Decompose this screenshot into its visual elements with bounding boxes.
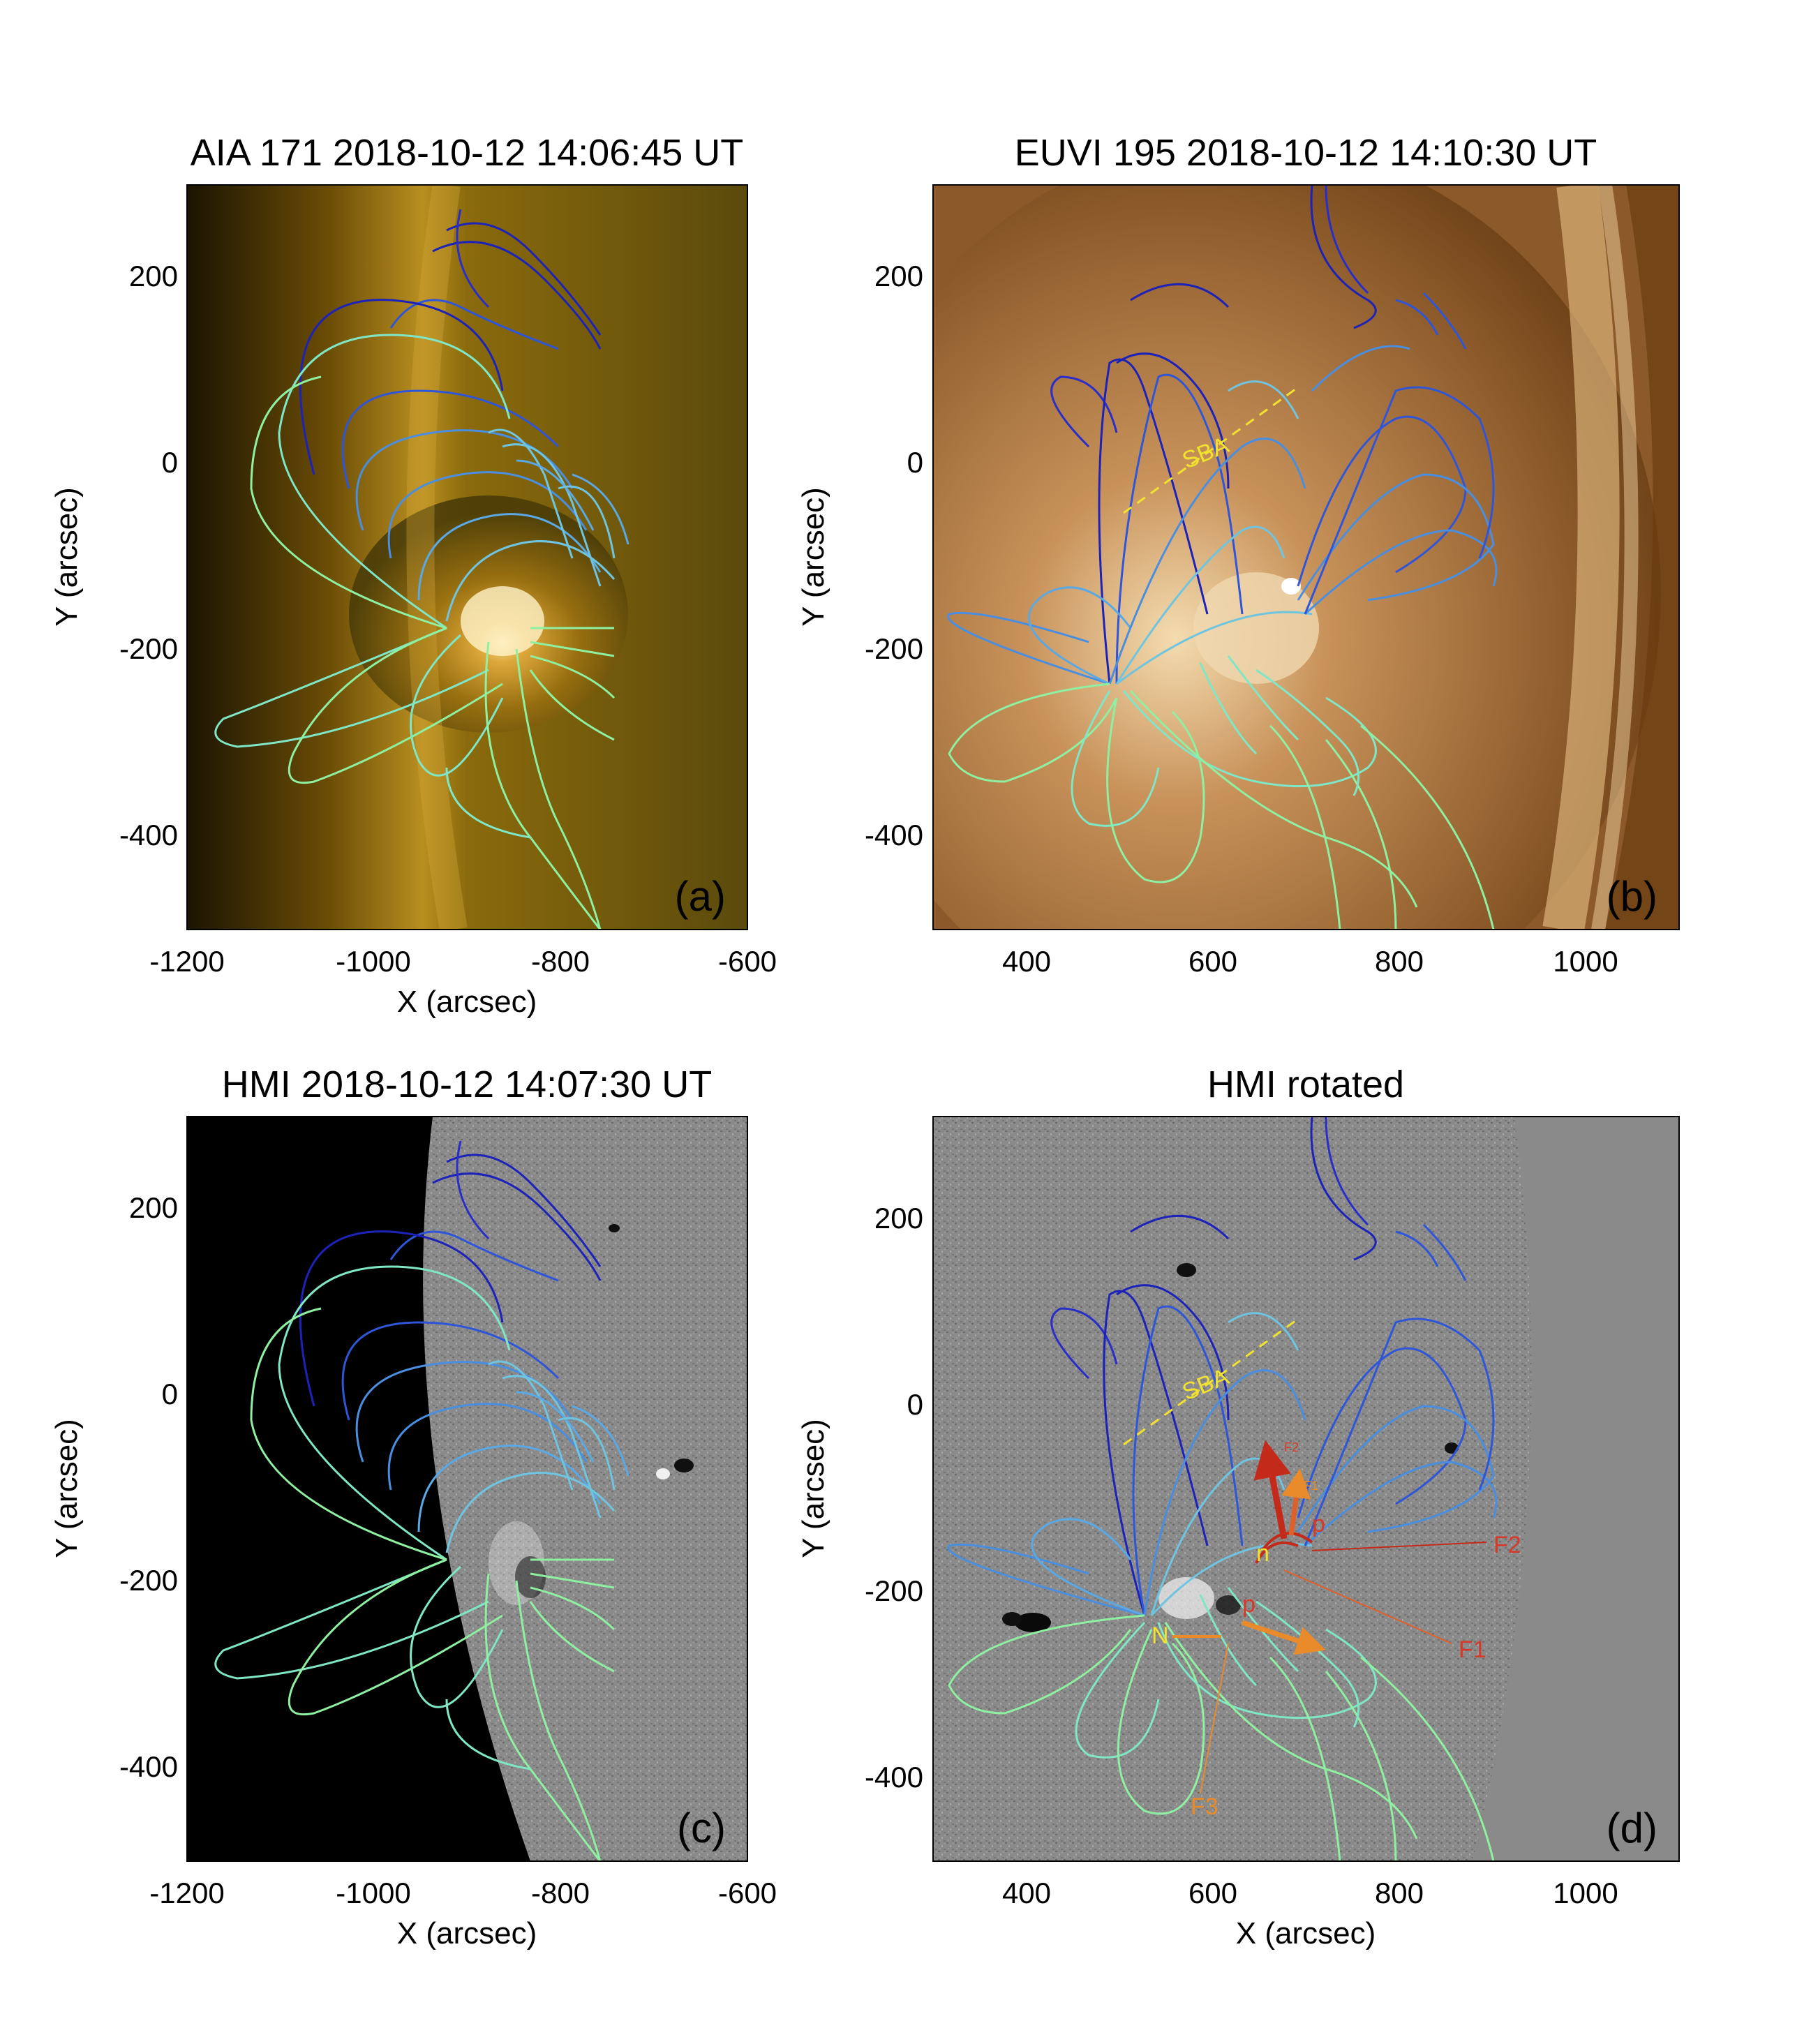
panel-a-ytick: 0 (162, 446, 178, 479)
panel-a-frame (186, 184, 748, 930)
panel-b-title: EUVI 195 2018-10-12 14:10:30 UT (1015, 132, 1597, 174)
f3-motion-arrow (1241, 1620, 1326, 1655)
p-label-lower: p (1242, 1591, 1255, 1618)
panel-c-ylabel: Y (arcsec) (50, 1419, 84, 1558)
f2-label: F2 (1493, 1532, 1521, 1558)
panel-c: HMI 2018-10-12 14:07:30 UT (50, 1064, 777, 1950)
f1-motion-arrow (1281, 1468, 1311, 1536)
panel-a-ytick: -400 (119, 819, 178, 851)
panel-d-ylabel: Y (arcsec) (796, 1419, 830, 1558)
panel-d-ytick: 200 (874, 1202, 923, 1234)
f3-pointer (1200, 1643, 1229, 1794)
panel-d-xtick: 600 (1188, 1877, 1237, 1909)
panel-a-image (187, 185, 747, 930)
panel-b-xtick: 1000 (1553, 945, 1618, 978)
panel-a-xtick: -1000 (336, 945, 410, 978)
panel-a-xtick: -600 (718, 945, 777, 978)
f3-label: F3 (1191, 1793, 1218, 1820)
panel-c-ytick: -200 (119, 1564, 178, 1597)
panel-b-xtick: 800 (1375, 945, 1424, 978)
panel-c-title: HMI 2018-10-12 14:07:30 UT (222, 1064, 712, 1105)
panel-d-letter: (d) (1607, 1805, 1657, 1851)
panel-d-xtick: 800 (1375, 1877, 1424, 1909)
panel-a-title: AIA 171 2018-10-12 14:06:45 UT (191, 132, 744, 174)
panel-b-letter: (b) (1607, 873, 1657, 920)
f2-arrow-label: F2 (1284, 1440, 1299, 1454)
panel-a-ytick: -200 (119, 632, 178, 665)
sba-line-b (1123, 386, 1299, 514)
panel-a: AIA 171 2018-10-12 14:06:45 UT (50, 132, 777, 1019)
panel-b-ytick: -400 (865, 819, 923, 851)
panel-d-ytick: -200 (865, 1574, 923, 1607)
panel-a-ylabel: Y (arcsec) (50, 487, 84, 627)
panel-c-xtick: -600 (718, 1877, 777, 1909)
panel-c-ytick: 0 (162, 1378, 178, 1410)
panel-c-frame (186, 1116, 748, 1862)
panel-c-ytick: 200 (129, 1191, 178, 1224)
panel-d-xtick: 400 (1002, 1877, 1051, 1909)
f1-arrow-label: F1 (1304, 1479, 1318, 1493)
n-small-label: n (1256, 1540, 1269, 1567)
panel-b-field-lines (947, 185, 1498, 930)
panel-b-frame (932, 184, 1680, 930)
panel-a-xlabel: X (arcsec) (397, 985, 537, 1019)
panel-a-xtick: -800 (531, 945, 590, 978)
panel-b-ylabel: Y (arcsec) (796, 487, 830, 627)
f1-pointer (1283, 1569, 1452, 1644)
panel-c-ytick: -400 (119, 1750, 178, 1783)
panel-b-ytick: 0 (907, 446, 923, 479)
panel-c-image (187, 1117, 747, 1861)
f1-label: F1 (1459, 1636, 1486, 1663)
panel-c-xlabel: X (arcsec) (397, 1916, 537, 1950)
panel-c-field-lines (214, 1140, 629, 1861)
panel-d-xlabel: X (arcsec) (1236, 1916, 1376, 1950)
panel-a-field-lines (214, 209, 629, 930)
panel-c-xtick: -1200 (149, 1877, 224, 1909)
panel-d-title: HMI rotated (1207, 1064, 1404, 1105)
p-label-upper: p (1312, 1511, 1325, 1537)
panel-c-letter: (c) (677, 1805, 726, 1851)
panel-a-ytick: 200 (129, 260, 178, 292)
panel-d-frame (932, 1116, 1680, 1862)
panel-a-xtick: -1200 (149, 945, 224, 978)
panel-b-image (933, 185, 1679, 930)
sba-line-d (1123, 1318, 1299, 1446)
panel-b-ytick: 200 (874, 260, 923, 292)
panel-d-field-lines (947, 1117, 1498, 1861)
panel-d-ytick: -400 (865, 1761, 923, 1793)
panel-c-xtick: -800 (531, 1877, 590, 1909)
panel-b-xtick: 600 (1188, 945, 1237, 978)
panel-a-letter: (a) (675, 873, 726, 920)
f2-pointer (1311, 1542, 1487, 1551)
panel-b: EUVI 195 2018-10-12 14:10:30 UT (796, 132, 1680, 978)
f2-motion-arrow (1253, 1440, 1291, 1539)
panel-d: HMI rotated (796, 1064, 1680, 1950)
n-label: N (1152, 1622, 1169, 1649)
panel-d-xtick: 1000 (1553, 1877, 1618, 1909)
panel-c-xtick: -1000 (336, 1877, 410, 1909)
panel-b-ytick: -200 (865, 632, 923, 665)
panel-b-xtick: 400 (1002, 945, 1051, 978)
panel-d-ytick: 0 (907, 1388, 923, 1421)
